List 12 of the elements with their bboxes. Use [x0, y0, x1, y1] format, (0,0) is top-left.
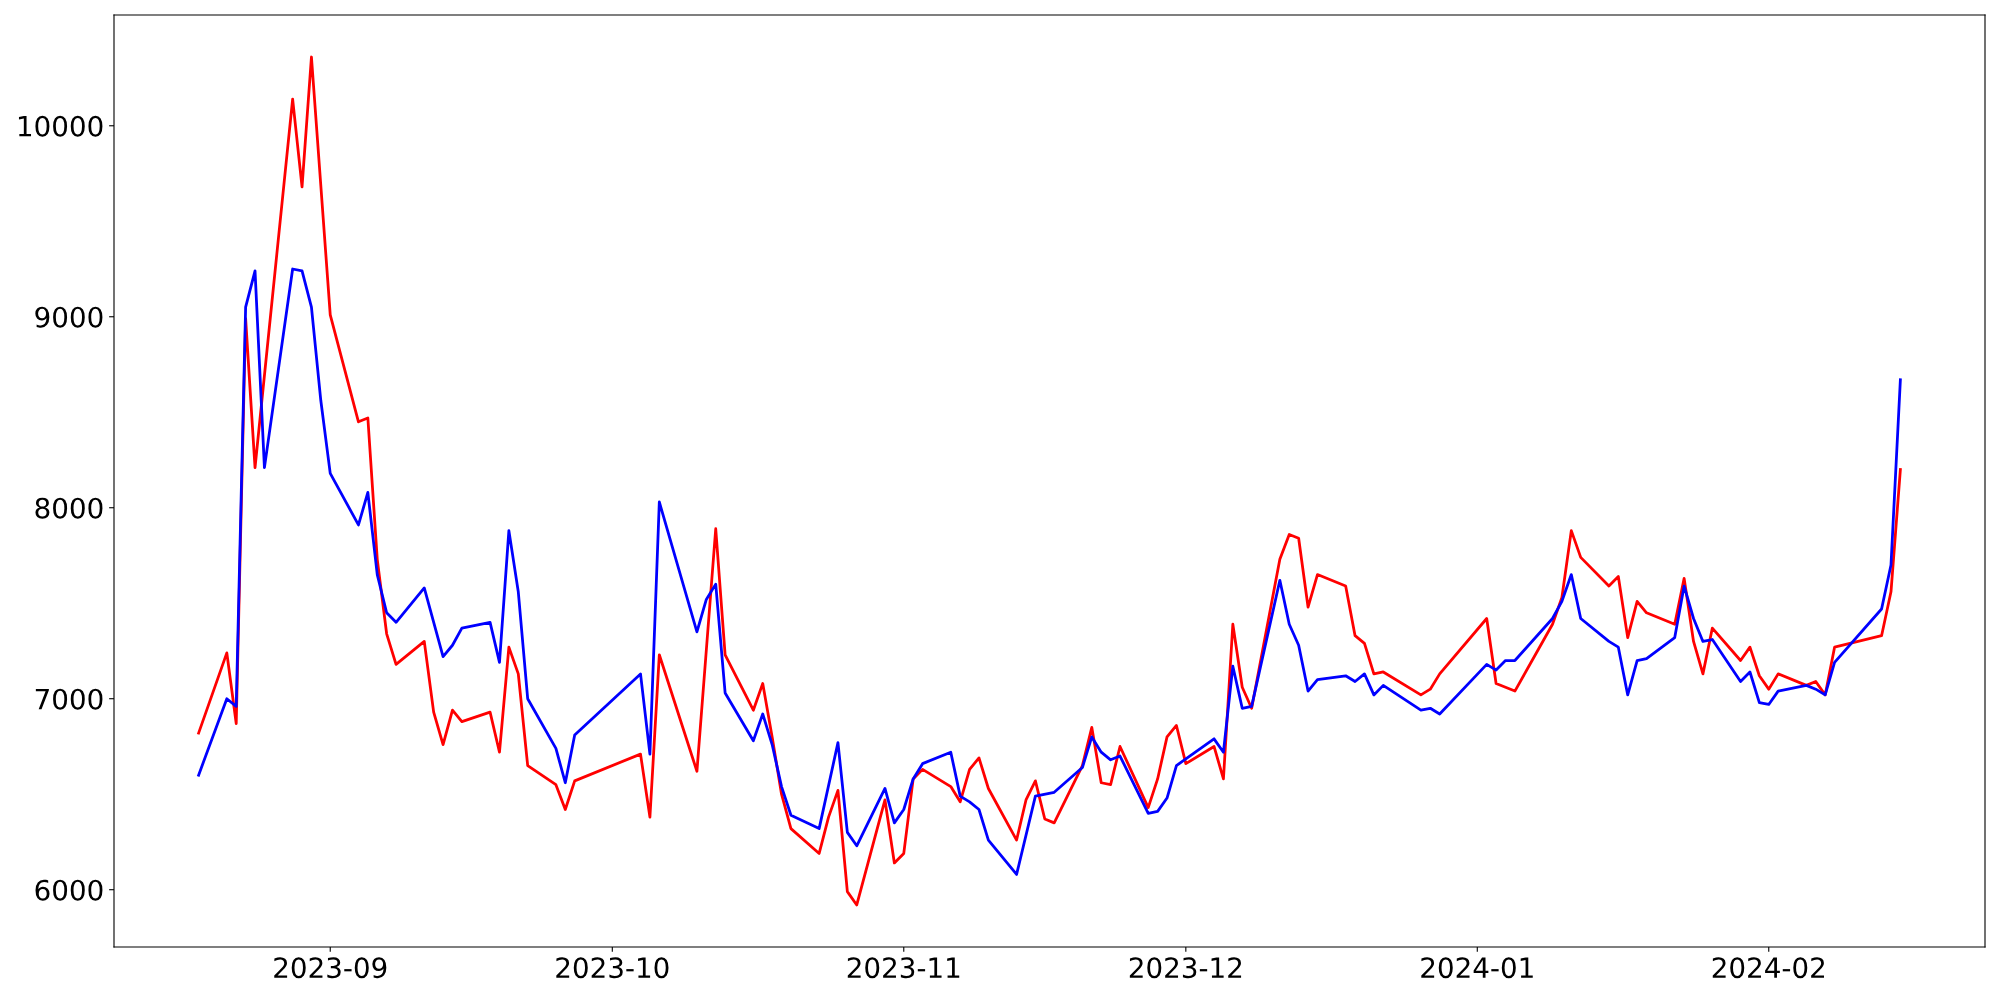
y-tick-label: 7000 [35, 688, 103, 710]
x-tick-label: 2023-11 [847, 957, 960, 979]
x-tick-label: 2023-12 [1129, 957, 1242, 979]
y-tick-label: 10000 [18, 115, 103, 137]
y-tick-label: 8000 [35, 497, 103, 519]
x-tick-label: 2023-10 [556, 957, 669, 979]
x-tick-label: 2024-01 [1421, 957, 1533, 979]
line-series [197, 267, 1902, 876]
x-tick-label: 2023-09 [274, 957, 387, 979]
x-tick-label: 2024-02 [1712, 957, 1824, 979]
y-tick-label: 9000 [35, 306, 103, 328]
y-tick-label: 6000 [35, 879, 103, 901]
